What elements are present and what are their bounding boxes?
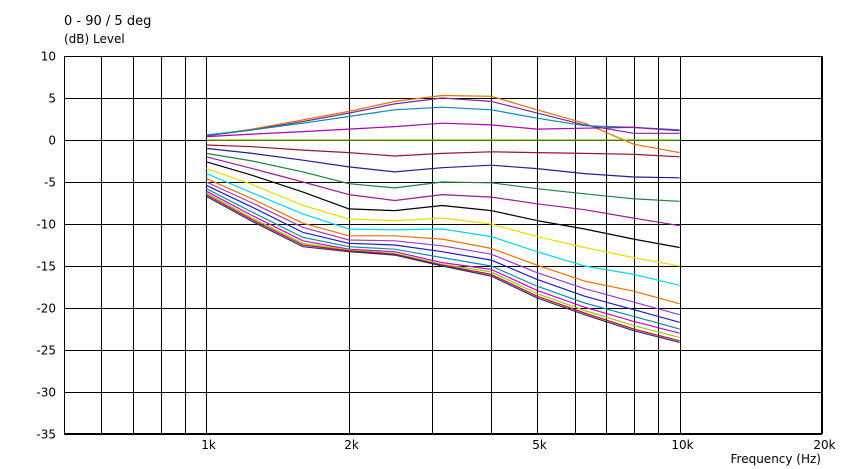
series-line <box>206 106 680 136</box>
series-line <box>206 195 680 343</box>
series-line <box>206 192 680 338</box>
y-tick-label: 10 <box>41 50 56 64</box>
series-line <box>206 181 680 316</box>
series-line <box>206 94 680 154</box>
series-line <box>206 161 680 249</box>
x-tick-label: 5k <box>532 438 547 452</box>
x-tick-label: 1k <box>201 438 216 452</box>
chart-title: 0 - 90 / 5 deg <box>64 14 151 29</box>
series-line <box>206 156 680 227</box>
series-line <box>206 122 680 138</box>
y-tick-label: -10 <box>36 218 56 232</box>
y-tick-label: 0 <box>48 134 56 148</box>
x-tick-label: 2k <box>344 438 359 452</box>
y-tick-label: -30 <box>36 386 56 400</box>
y-tick-label: -25 <box>36 344 56 358</box>
series-line <box>206 152 680 202</box>
series-line <box>206 144 680 158</box>
x-tick-label: 10k <box>671 438 693 452</box>
y-tick-label: -5 <box>44 176 56 190</box>
plot-frame <box>64 56 822 434</box>
series-line <box>206 147 680 179</box>
series-line <box>206 184 680 323</box>
y-tick-label: 5 <box>48 92 56 106</box>
x-tick-label: 20k <box>813 438 835 452</box>
series-line <box>206 168 680 267</box>
y-tick-label: -20 <box>36 302 56 316</box>
series-line <box>206 97 680 137</box>
y-axis-label: (dB) Level <box>64 32 125 46</box>
series-line <box>206 190 680 334</box>
y-tick-label: -35 <box>36 428 56 442</box>
grid <box>64 56 823 435</box>
y-tick-label: -15 <box>36 260 56 274</box>
x-axis-label: Frequency (Hz) <box>731 452 822 466</box>
series-line <box>206 173 680 286</box>
series-lines <box>206 94 680 343</box>
series-line <box>206 188 680 330</box>
tick-labels: 10 5 0 -5 -10 -15 -20 -25 -30 -35 1k 2k 5k 10k 20k <box>36 50 835 453</box>
series-line <box>206 194 680 342</box>
series-line <box>206 178 680 305</box>
